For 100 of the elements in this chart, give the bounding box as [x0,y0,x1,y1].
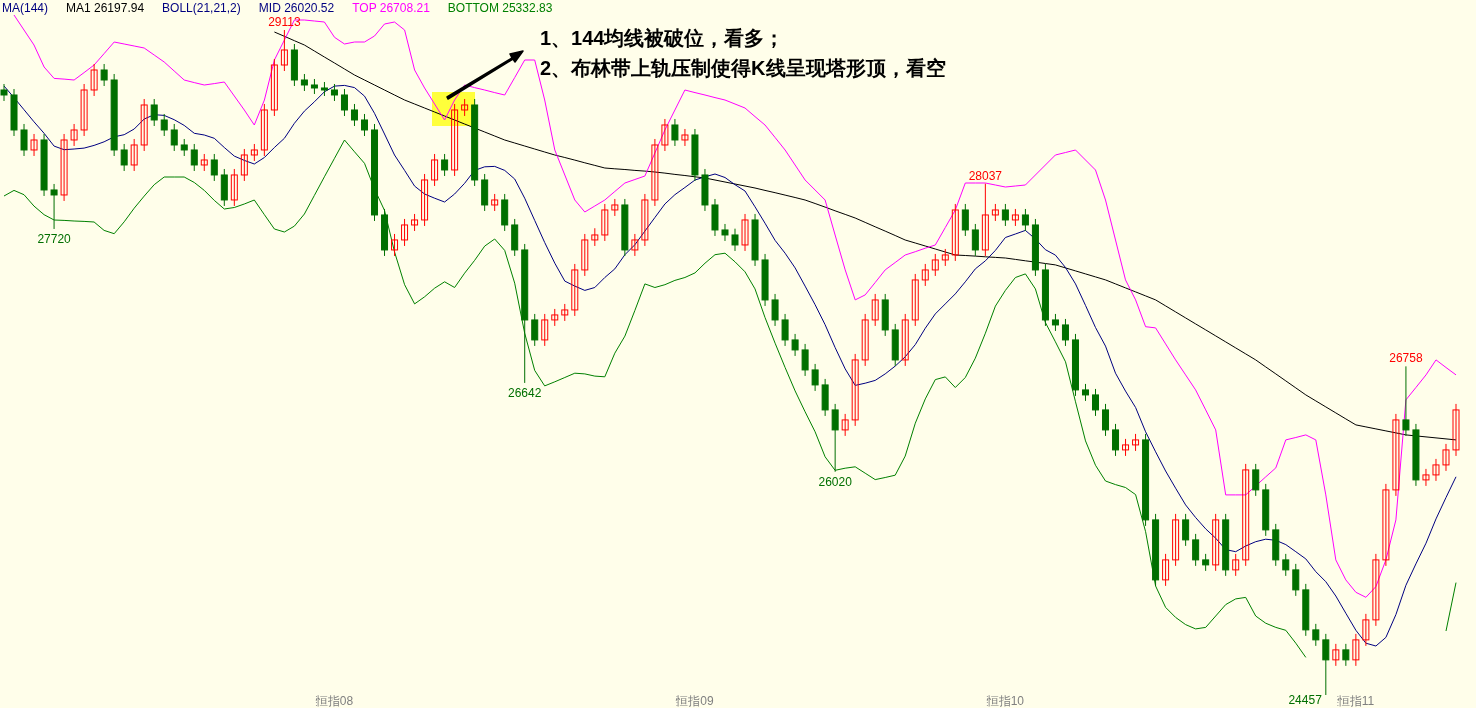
x-tick-label: 恒指09 [675,694,714,708]
text: BOLL(21,21,2) [162,1,241,15]
candlestick [1172,513,1180,567]
candlestick [961,203,969,237]
candlestick [1112,423,1120,457]
candlestick [1452,403,1460,457]
candlestick [60,133,68,202]
candlestick [1092,388,1099,417]
candlestick [801,343,809,377]
candlestick [1372,553,1380,627]
candlestick [631,233,639,257]
candlestick [951,203,959,262]
candlestick [240,148,248,182]
candlestick [1232,553,1240,577]
candlestick [1102,403,1110,437]
candlestick [741,213,749,252]
candlestick [771,293,779,327]
candlestick [971,223,979,257]
candlestick [841,413,849,437]
candlestick [681,128,689,147]
candlestick [601,203,609,242]
candlestick [1332,643,1340,667]
candlestick [981,183,989,257]
candlestick [1442,443,1450,472]
candlestick [280,29,288,72]
annotation: 24457 [1288,693,1323,707]
candlestick [90,63,98,97]
candlestick [70,123,78,147]
candlestick [531,313,539,347]
text: MA1 26197.94 [66,1,145,15]
x-tick-label: 恒指08 [314,694,354,708]
candlestick [1352,633,1360,667]
candlestick [0,83,8,102]
text: MID 26020.52 [258,1,335,15]
annotation: 26642 [508,385,542,400]
candlestick [30,133,38,157]
candlestick [361,113,368,137]
candlestick [100,63,108,87]
annotation: 26020 [818,474,853,489]
text: BOTTOM 25332.83 [447,1,553,15]
annotation: 27720 [37,231,72,246]
candlestick [651,138,659,207]
candlestick [791,333,799,357]
candlestick [851,353,859,427]
candlestick [230,168,238,207]
candlestick [1322,633,1330,696]
candlestick [1382,483,1390,567]
candlestick [1252,463,1260,497]
candlestick [811,363,819,392]
candlestick [350,103,358,127]
candlestick [1162,553,1170,587]
candlestick [260,103,268,157]
candlestick [1292,563,1300,597]
candlestick [1362,613,1370,647]
candlestick [921,263,929,287]
candlestick [1242,463,1250,567]
candlestick [1432,458,1440,482]
candlestick [541,313,549,347]
candlestick [451,103,459,177]
candlestick [661,118,669,152]
candlestick [120,143,128,172]
candlestick [270,58,278,117]
candlestick [721,223,729,242]
candlestick [1392,413,1400,497]
x-tick-label: 恒指10 [985,694,1025,708]
candlestick [391,233,399,257]
candlestick [901,313,909,367]
candlestick [1061,318,1069,347]
candlestick [340,88,348,117]
candlestick [831,403,839,473]
annotation: 1、144均线被破位，看多； [540,27,785,49]
candlestick [861,313,869,367]
candlestick [431,153,439,187]
candlestick [1282,553,1290,577]
candlestick [781,313,789,347]
candlestick [641,193,649,247]
candlestick [871,293,879,327]
candlestick [1182,513,1190,547]
candlestick [130,138,138,172]
candlestick [1192,533,1200,567]
candlestick [150,98,158,127]
candlestick [1402,365,1410,437]
series-label: TOP 26708.21 [352,1,431,15]
candlestick [190,143,198,172]
candlestick [441,153,449,177]
candlestick [20,123,28,157]
candlestick [1212,513,1220,572]
candlestick [421,173,429,227]
x-tick-label: 恒指11 [1336,694,1375,708]
candlestick [671,118,679,147]
candlestick [80,83,88,137]
candlestick [401,218,409,247]
text: MA(144) [2,1,49,15]
annotation: 26758 [1389,351,1423,366]
candlestick [210,153,218,182]
candlestick [571,263,579,317]
candlestick [1312,623,1320,647]
candlestick [1001,203,1009,227]
candlestick [731,228,739,252]
annotation: 2、布林带上轨压制使得K线呈现塔形顶，看空 [540,57,946,79]
